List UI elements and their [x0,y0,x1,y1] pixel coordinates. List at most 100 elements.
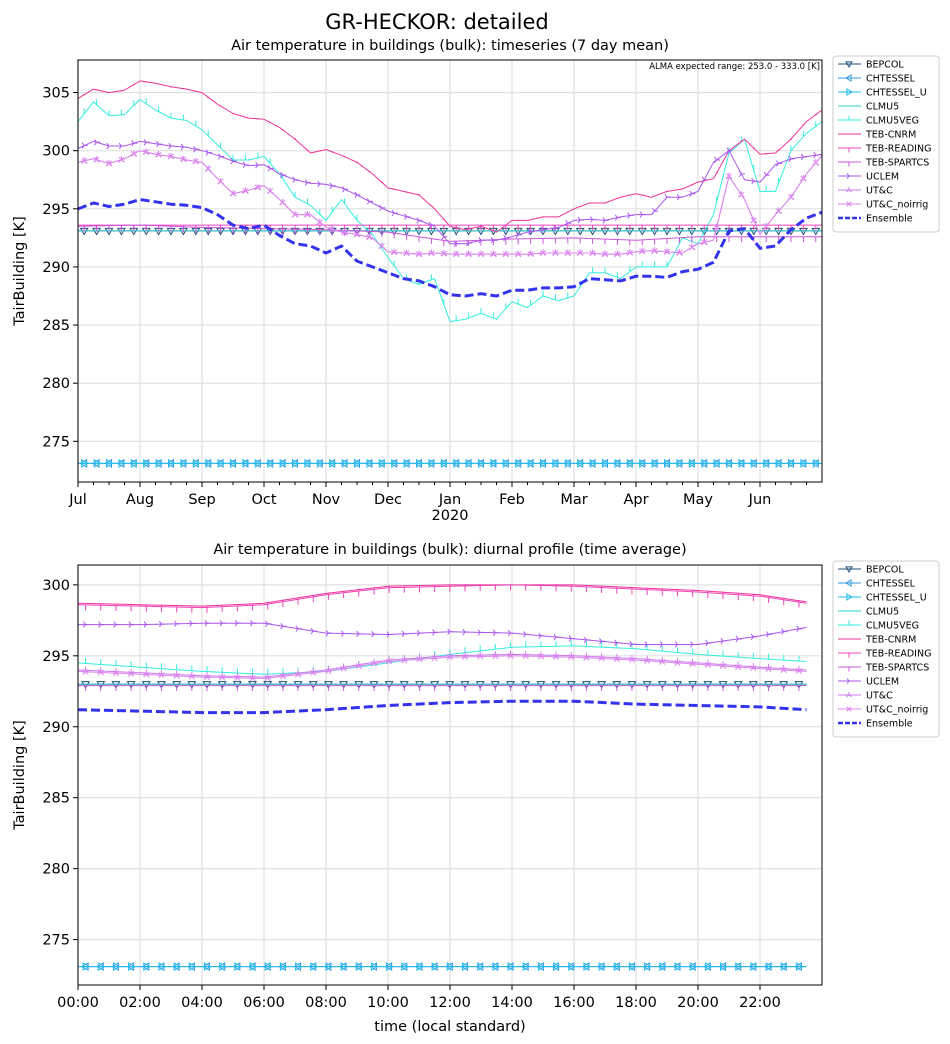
series-markers [85,584,800,613]
series-line [78,622,807,645]
x-tick-label: Jun [748,492,772,508]
x-tick-label: Dec [374,492,402,508]
plot-area [78,584,807,972]
legend-label: BEPCOL [866,565,904,576]
y-tick-label: 300 [42,144,70,160]
legend-label: UCLEM [866,172,899,183]
legend-label: TEB-READING [865,649,931,660]
x-tick-label: Sep [188,492,215,508]
x-tick-label: 22:00 [739,995,781,1011]
legend-label: CHTESSEL_U [866,593,927,604]
legend-label: TEB-CNRM [865,130,916,141]
y-axis: 275 280 285 290 295 300 [42,578,78,949]
y-tick-label: 305 [42,86,70,102]
x-tick-label: 14:00 [491,995,533,1011]
legend-label: CLMU5 [866,607,899,618]
series-markers [84,584,800,607]
legend-label: UCLEM [866,677,899,688]
x-tick-label: Nov [312,492,341,508]
series-markers [81,149,819,258]
x-tick-label: 20:00 [677,995,719,1011]
legend-marker [846,88,853,96]
x-tick-label: May [683,492,713,508]
legend-label: TEB-SPARTCS [865,158,929,169]
legend-label: UT&C_noirrig [866,705,928,716]
grid [77,565,822,985]
panel-title: Air temperature in buildings (bulk): tim… [231,38,669,54]
y-axis: 275 280 285 290 295 300 305 [42,86,78,450]
legend-label: UT&C [866,186,893,197]
legend-label: BEPCOL [866,60,904,71]
legend: BEPCOL CHTESSEL CHTESSEL_U CLMU5 CLMU5VEG TEB… [832,560,940,738]
series-markers [83,81,817,232]
series-markers [81,458,821,468]
x-tick-label: Jul [68,492,87,508]
legend-label: CLMU5VEG [866,621,919,632]
series-markers [82,962,804,972]
diurnal-panel: Air temperature in buildings (bulk): diu… [12,542,940,1035]
legend-label: TEB-READING [865,144,931,155]
legend-label: Ensemble [866,214,913,225]
y-tick-label: 275 [42,933,70,949]
legend-marker [846,187,852,193]
y-tick-label: 290 [42,260,70,276]
x-tick-label: 12:00 [429,995,471,1011]
legend-label: TEB-SPARTCS [865,663,929,674]
x-axis-label: 2020 [432,508,469,524]
x-tick-label: 16:00 [553,995,595,1011]
y-tick-label: 285 [42,791,70,807]
y-axis-label: TairBuilding [K] [12,720,28,831]
x-tick-label: Oct [251,492,276,508]
series-line [78,645,807,675]
plot-area [78,80,822,468]
legend-box [832,560,940,738]
legend-marker [846,692,852,698]
y-axis-label: TairBuilding [K] [12,216,28,327]
x-tick-label: 18:00 [615,995,657,1011]
y-tick-label: 280 [42,376,70,392]
series-line [78,150,822,255]
x-tick-label: 06:00 [243,995,285,1011]
series-line [78,699,807,715]
legend-marker [846,706,852,712]
series-markers [79,458,819,468]
series-markers [81,139,820,247]
series-markers [83,225,817,247]
legend-marker [846,173,852,179]
series-markers [82,652,802,682]
x-axis: Jul Aug Sep Oct Nov Dec Jan Feb Mar Apr May Jun [68,482,807,508]
series-line [78,198,822,298]
timeseries-panel: Air temperature in buildings (bulk): tim… [12,38,940,524]
series-line [78,584,807,609]
y-tick-label: 275 [42,434,70,450]
series-markers [81,962,802,972]
legend-label: CHTESSEL_U [866,88,927,99]
y-tick-label: 290 [42,720,70,736]
y-tick-label: 280 [42,862,70,878]
x-tick-label: Jan [438,492,461,508]
x-axis: 00:00 02:00 04:00 06:00 08:00 10:00 12:00 14:00… [57,985,781,1011]
series-markers [81,681,804,689]
x-tick-label: 10:00 [367,995,409,1011]
legend-marker [845,566,853,573]
y-tick-label: 295 [42,202,70,218]
series-line [78,224,822,242]
series-line [78,140,822,245]
series-line [78,584,807,607]
y-tick-label: 285 [42,318,70,334]
legend-label: CHTESSEL [866,579,916,590]
x-tick-label: 04:00 [181,995,223,1011]
legend-marker [845,61,853,68]
legend-marker [845,579,852,587]
legend-label: TEB-CNRM [865,635,916,646]
x-tick-label: 02:00 [119,995,161,1011]
legend-label: CLMU5 [866,102,899,113]
legend-label: CLMU5VEG [866,116,919,127]
x-tick-label: Apr [623,492,648,508]
x-tick-label: Feb [499,492,525,508]
legend-label: UT&C [866,691,893,702]
panel-title: Air temperature in buildings (bulk): diu… [213,542,686,558]
x-tick-label: Mar [560,492,587,508]
legend-label: Ensemble [866,719,913,730]
legend-marker [846,201,852,207]
